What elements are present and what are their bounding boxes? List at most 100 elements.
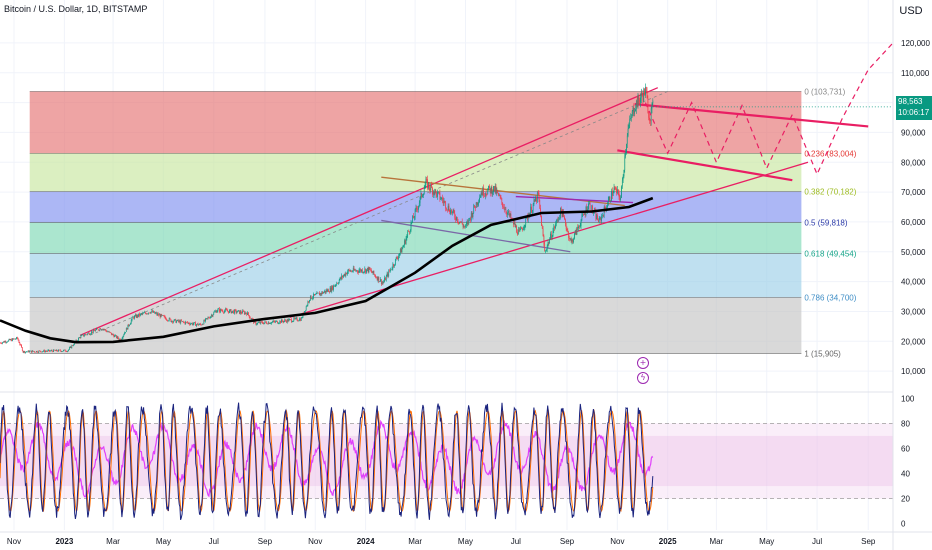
candle-body	[205, 318, 207, 319]
candle-body	[541, 215, 542, 226]
candle-body	[144, 312, 146, 314]
candle-body	[51, 350, 53, 352]
candle-body	[615, 188, 617, 189]
fib-trend-line	[89, 91, 668, 336]
bolt-icon[interactable]: ϟ	[637, 372, 649, 384]
candle-body	[517, 229, 519, 235]
candle-body	[106, 331, 108, 333]
candle-body	[477, 202, 479, 205]
candle-body	[584, 213, 586, 215]
candle-body	[95, 329, 97, 332]
candle-body	[298, 320, 300, 322]
candle-body	[531, 210, 533, 213]
candle-body	[171, 320, 173, 322]
candle-body	[386, 273, 388, 277]
candle-body	[197, 323, 199, 326]
currency-button[interactable]: USD	[899, 5, 923, 17]
candle-body	[588, 203, 589, 210]
candle-body	[534, 199, 536, 202]
price-axis: 120,000110,000100,00090,00080,00070,0006…	[901, 39, 930, 376]
candle-body	[543, 235, 545, 245]
candle-body	[495, 185, 497, 194]
candle-body	[431, 184, 432, 188]
candle-body	[66, 351, 68, 353]
candle-body	[593, 212, 594, 214]
candle-body	[36, 351, 38, 353]
candle-body	[583, 214, 584, 215]
candle-body	[225, 309, 227, 310]
time-tick-label: Mar	[408, 537, 422, 546]
candle-body	[130, 320, 132, 324]
candle-body	[112, 333, 114, 336]
candle-body	[65, 351, 67, 352]
candle-body	[539, 199, 541, 209]
candle-body	[307, 301, 309, 306]
candle-body	[3, 341, 5, 343]
candle-body	[121, 338, 123, 340]
candle-body	[283, 321, 285, 323]
candle-body	[105, 329, 106, 331]
candle-body	[645, 87, 646, 96]
candle-body	[444, 201, 446, 202]
candle-body	[292, 320, 294, 322]
candle-body	[555, 224, 556, 229]
candle-body	[69, 346, 71, 348]
candle-body	[131, 317, 133, 321]
candle-body	[275, 321, 277, 323]
candle-body	[210, 315, 212, 317]
candle-body	[211, 315, 213, 317]
candle-body	[317, 292, 319, 294]
candle-body	[85, 334, 87, 335]
candle-body	[199, 323, 201, 325]
candle-body	[71, 345, 73, 348]
price-tick-label: 60,000	[901, 218, 926, 227]
candle-body	[201, 324, 202, 326]
candle-body	[245, 312, 247, 314]
candle-body	[371, 270, 372, 273]
candle-body	[125, 328, 127, 332]
candle-body	[257, 322, 258, 325]
candle-body	[290, 319, 292, 322]
candle-body	[140, 313, 142, 315]
candle-body	[82, 334, 83, 336]
candle-body	[446, 209, 448, 211]
candle-body	[192, 323, 194, 325]
candle-body	[286, 319, 288, 323]
candle-body	[232, 310, 234, 312]
candle-body	[183, 321, 185, 323]
candle-body	[86, 334, 88, 336]
candle-body	[465, 225, 466, 227]
candle-body	[408, 231, 409, 233]
candle-body	[319, 293, 321, 296]
candle-body	[163, 315, 164, 317]
candle-body	[239, 311, 241, 314]
candle-body	[625, 152, 626, 157]
candle-body	[456, 217, 458, 222]
candle-body	[256, 324, 258, 325]
candle-body	[564, 219, 566, 225]
candle-body	[483, 187, 484, 196]
candle-body	[472, 212, 474, 218]
candle-body	[93, 329, 95, 331]
candle-body	[390, 269, 391, 271]
candle-body	[501, 198, 503, 203]
candle-body	[21, 347, 23, 351]
candle-body	[405, 238, 407, 244]
candle-body	[64, 349, 66, 352]
candle-body	[340, 277, 342, 279]
candle-body	[453, 209, 455, 214]
candle-body	[351, 270, 352, 272]
candle-body	[45, 351, 47, 352]
candle-body	[375, 277, 377, 278]
candle-body	[626, 143, 627, 153]
candle-body	[20, 344, 21, 346]
price-tick-label: 110,000	[901, 69, 930, 78]
candle-body	[600, 217, 602, 221]
candle-body	[35, 351, 37, 353]
candle-body	[377, 276, 379, 281]
candle-body	[160, 314, 162, 318]
plus-icon[interactable]: +	[637, 357, 649, 369]
stoch-k-line	[0, 402, 654, 521]
candle-body	[414, 209, 416, 218]
